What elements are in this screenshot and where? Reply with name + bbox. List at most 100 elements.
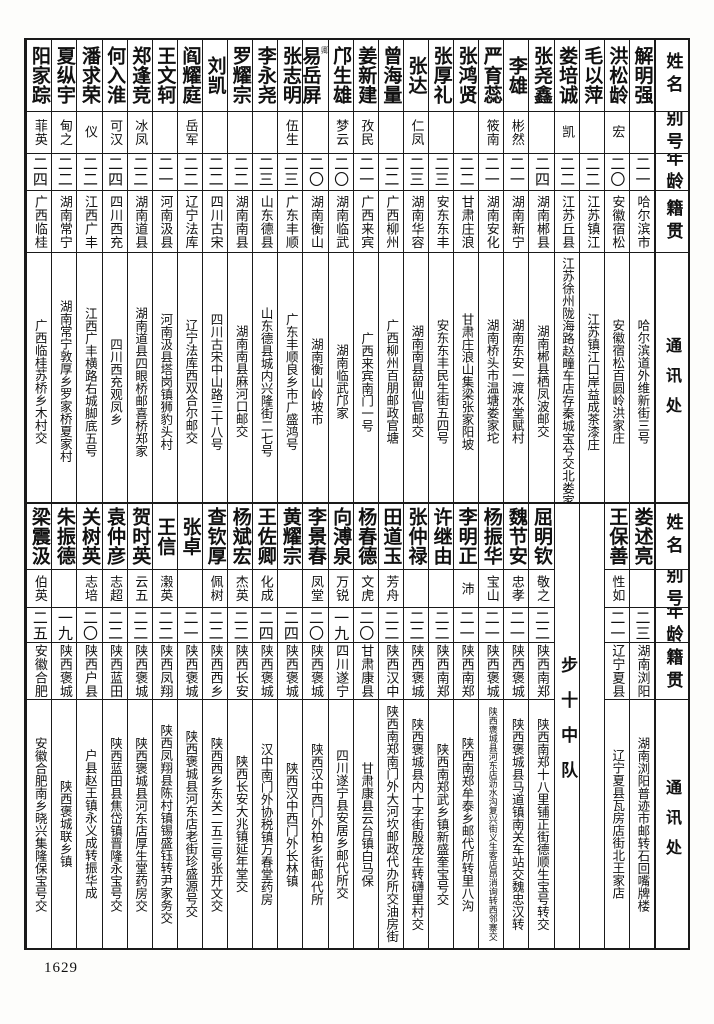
- record-alias-text: 筱南: [483, 118, 499, 146]
- record-address-text: 陕西褒城县河东店厚生堂药房交: [133, 736, 149, 912]
- record-alias-text: 志培: [82, 575, 98, 603]
- record-age-text: 二三: [256, 156, 275, 188]
- record-address: 辽宁夏县瓦房店街北王家店: [605, 700, 629, 948]
- record-native-place-text: 辽宁法库: [182, 194, 198, 249]
- record-name: 杨斌宏: [228, 504, 253, 570]
- record-age-text: 二〇: [332, 156, 351, 188]
- record-alias-text: 凯: [559, 125, 575, 139]
- record-alias: 岳军: [177, 112, 203, 154]
- record-name: 张卓: [177, 504, 203, 570]
- record-alias-text: 冰凤: [132, 118, 148, 146]
- roster-record-column: 阳家踪 菲英 二四 广西临桂 广西临桂苏桥乡木村交: [26, 40, 52, 510]
- record-age: 二二: [127, 154, 152, 192]
- row-header-age: 年龄: [656, 608, 688, 644]
- record-name-text: 曾海量: [380, 46, 403, 105]
- record-native-place-text: 广西来宾: [358, 194, 374, 249]
- record-age: 二一: [353, 154, 378, 192]
- record-age: 二二: [529, 608, 554, 644]
- record-name-text: 魏节安: [505, 507, 528, 566]
- record-native-place-text: 四川遂宁: [333, 644, 349, 699]
- record-native-place: 安徽合肥: [27, 643, 52, 701]
- record-native-place: 湖南华容: [403, 191, 429, 254]
- record-age-text: 二二: [457, 156, 476, 188]
- record-native-place-text: 四川古宋: [207, 194, 223, 249]
- record-name: 潘求荣: [77, 40, 102, 112]
- record-alias-text: 仪: [82, 125, 98, 139]
- record-age: 二二: [203, 154, 228, 192]
- record-age-text: 二〇: [608, 156, 627, 188]
- record-native-place: 陕西褒城: [504, 643, 529, 701]
- record-age: 二〇: [303, 154, 328, 192]
- row-header-native: 籍贯: [656, 191, 688, 254]
- record-age-text: 一九: [332, 609, 351, 641]
- record-native-place: 哈尔滨市: [629, 191, 654, 254]
- record-native-place-text: 陕西西乡: [207, 644, 223, 699]
- record-alias: 仁凤: [403, 112, 429, 154]
- record-age: 二一: [604, 608, 629, 644]
- record-age: 二二: [203, 608, 228, 644]
- record-name-text: 阎耀庭: [179, 46, 202, 105]
- record-address: 陕西汉中西门外柏乡街邮代所: [303, 700, 327, 948]
- record-address: 广西临桂苏桥乡木村交: [27, 253, 51, 510]
- record-age-text: 二一: [357, 156, 376, 188]
- record-age-text: 二一: [633, 156, 652, 188]
- record-name-text: 王信: [154, 516, 177, 556]
- record-name: 夏纵宇: [52, 40, 77, 112]
- roster-record-column: 姜新建 孜民 二一 广西来宾 广西来宾南门一号: [352, 40, 378, 510]
- record-native-place-text: 湖南常宁: [56, 194, 72, 249]
- record-name-text: 张仲禄: [405, 507, 428, 566]
- record-alias: [303, 112, 328, 154]
- record-native-place: 湖南道县: [127, 191, 152, 254]
- record-name: 朱振德: [52, 504, 77, 570]
- record-native-place: 陕西蓝田: [102, 643, 127, 701]
- record-name: 郑逢竞: [127, 40, 152, 112]
- record-address: 湖南临武邝家: [329, 253, 353, 510]
- record-address-text: 湖南郴县栖凤波邮交: [534, 325, 550, 438]
- record-native-place: 安东东丰: [429, 191, 454, 254]
- record-name: 杨振华: [479, 504, 504, 570]
- record-age-text: 二一: [181, 609, 200, 641]
- record-native-place-text: 湖南临武: [333, 194, 349, 249]
- record-alias: 文虎: [353, 570, 378, 609]
- record-age: 二〇: [604, 154, 629, 192]
- record-name-text: 娄述亮: [631, 507, 654, 566]
- record-age-text: 二〇: [307, 156, 326, 188]
- record-name: 娄述亮: [629, 504, 654, 570]
- record-native-place-text: 陕西南郑: [458, 644, 474, 699]
- record-native-place: 湖南安化: [479, 191, 504, 254]
- record-native-place-text: 湖南安化: [483, 194, 499, 249]
- record-address: 陕西褒城县河东店老街珍盛源号交: [178, 700, 202, 948]
- record-name-text: 解明强: [631, 46, 654, 105]
- record-alias: [579, 112, 604, 154]
- row-header-alias: 别号: [656, 112, 688, 154]
- record-age: 一九: [52, 608, 77, 644]
- record-address: 甘肃庄浪山集梁张家阳坡: [454, 253, 478, 510]
- record-name-text: 朱振德: [53, 507, 76, 566]
- record-name-text: 张鸿贤: [455, 46, 478, 105]
- record-native-place-text: 陕西褒城: [282, 644, 298, 699]
- record-name: 许继由: [429, 504, 454, 570]
- record-name: 罗耀宗: [228, 40, 253, 112]
- record-native-place-text: 陕西长安: [232, 644, 248, 699]
- record-age-text: 二二: [432, 609, 451, 641]
- record-name: 张仲禄: [403, 504, 429, 570]
- record-age: 二二: [228, 154, 253, 192]
- record-native-place: 甘肃康县: [353, 643, 378, 701]
- roster-record-column: 杨斌宏 杰英 二二 陕西长安 陕西长安大兆镇延年堂交: [227, 504, 253, 948]
- record-name: 梁震汲: [27, 504, 52, 570]
- record-alias-text: 伍生: [282, 118, 298, 146]
- row-header-alias: 别号: [656, 570, 688, 609]
- record-address-text: 陕西长安大兆镇延年堂交: [233, 755, 249, 893]
- record-address-text: 湖南常宁敦厚乡罗家桥夏家村: [57, 300, 73, 463]
- row-header-age: 年龄: [656, 154, 688, 192]
- record-address-text: 四川古宋中山路三十八号: [208, 312, 224, 451]
- record-address-text: 山东德县城内兴隆街二七号: [258, 306, 274, 457]
- record-address: 陕西褒城县河东店沥水沟复兴街义生客店昂消询转西邻寨交: [479, 700, 503, 948]
- record-address: 河南汲县塔岗镇狮豹头村: [153, 253, 177, 510]
- record-alias-text: 孜民: [358, 118, 374, 146]
- record-alias-text: 仁凤: [408, 118, 424, 146]
- record-name-text: 李永尧: [254, 46, 277, 105]
- record-address: 哈尔滨道外维新街三号: [630, 253, 654, 510]
- record-name-text: 夏纵宇: [53, 46, 76, 105]
- record-name-text: 阳家踪: [28, 46, 51, 105]
